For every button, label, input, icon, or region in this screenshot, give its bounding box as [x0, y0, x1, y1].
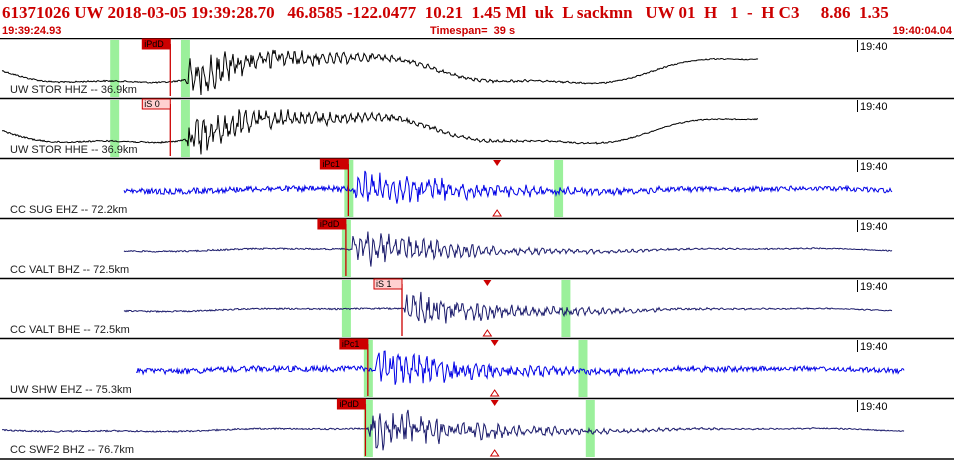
phase-window-bar — [578, 340, 588, 397]
header-bar: 61371026 UW 2018-03-05 19:39:28.70 46.85… — [0, 0, 954, 38]
phase-pick-text: iS 0 — [144, 99, 160, 109]
seismogram-trace — [1, 49, 759, 96]
waveform-panels: iPdD 19:40 UW STOR HHZ -- 36.9km iS 0 19:40 U… — [0, 38, 954, 460]
phase-pick-tag[interactable]: iPdD — [317, 218, 347, 230]
channel-label: UW STOR HHZ -- 36.9km — [10, 84, 137, 96]
theoretical-s-marker-bottom — [489, 449, 500, 457]
panel-time-mark: 19:40 — [860, 101, 888, 113]
phase-pick-box — [141, 98, 171, 110]
phase-pick-tag[interactable]: iPc1 — [319, 158, 349, 170]
start-time-label: 19:39:24.93 — [2, 25, 62, 37]
channel-label: CC VALT BHZ -- 72.5km — [10, 264, 129, 276]
panel-time-mark: 19:40 — [860, 41, 888, 53]
phase-pick-text: iPc1 — [322, 159, 340, 169]
theoretical-s-marker-top — [483, 280, 492, 286]
phase-pick-tag[interactable]: iS 0 — [141, 98, 171, 110]
theoretical-s-marker-top — [493, 160, 502, 166]
panel-time-mark: 19:40 — [860, 161, 888, 173]
panel-time-mark: 19:40 — [860, 341, 888, 353]
phase-window-bar — [110, 40, 120, 97]
theoretical-s-marker-bottom — [489, 389, 500, 397]
phase-window-bar — [180, 40, 190, 97]
phase-pick-box — [319, 158, 349, 170]
channel-label: CC VALT BHE -- 72.5km — [10, 324, 130, 336]
seismogram-trace — [123, 231, 893, 267]
channel-label: UW STOR HHE -- 36.9km — [10, 144, 138, 156]
phase-window-bar — [561, 280, 571, 337]
phase-pick-box — [141, 38, 171, 50]
phase-pick-text: iPdD — [144, 39, 164, 49]
channel-panel[interactable]: iPc1 19:40 UW SHW EHZ -- 75.3km — [0, 337, 954, 398]
event-summary-title: 61371026 UW 2018-03-05 19:39:28.70 46.85… — [2, 3, 889, 22]
phase-pick-text: iPc1 — [342, 339, 360, 349]
phase-pick-box — [339, 338, 369, 350]
channel-panel[interactable]: iS 0 19:40 UW STOR HHE -- 36.9km — [0, 97, 954, 158]
phase-pick-text: iPdD — [320, 219, 340, 229]
panel-time-mark: 19:40 — [860, 221, 888, 233]
phase-pick-tag[interactable]: iS 1 — [373, 278, 403, 290]
phase-pick-tag[interactable]: iPdD — [336, 398, 366, 410]
channel-label: UW SHW EHZ -- 75.3km — [10, 384, 132, 396]
seismogram-trace — [123, 170, 893, 204]
seismogram-trace — [123, 291, 893, 324]
seismogram-trace — [2, 109, 759, 155]
theoretical-s-marker-top — [490, 400, 499, 406]
phase-pick-box — [373, 278, 403, 290]
seismogram-trace — [1, 409, 905, 451]
phase-window-bar — [585, 400, 595, 457]
phase-pick-text: iS 1 — [376, 279, 392, 289]
phase-pick-tag[interactable]: iPc1 — [339, 338, 369, 350]
panel-time-mark: 19:40 — [860, 401, 888, 413]
channel-panel[interactable]: iPdD 19:40 CC SWF2 BHZ -- 76.7km — [0, 397, 954, 458]
channel-panel[interactable]: iPdD 19:40 UW STOR HHZ -- 36.9km — [0, 38, 954, 98]
seismogram-trace — [135, 350, 905, 385]
end-time-label: 19:40:04.04 — [892, 25, 952, 37]
panel-time-mark: 19:40 — [860, 281, 888, 293]
theoretical-s-marker-bottom — [482, 329, 493, 337]
phase-window-bar — [554, 160, 564, 217]
phase-pick-box — [317, 218, 347, 230]
theoretical-s-marker-bottom — [492, 209, 503, 217]
theoretical-s-marker-top — [490, 340, 499, 346]
channel-label: CC SWF2 BHZ -- 76.7km — [10, 444, 134, 456]
waveform-canvas[interactable]: iPdD 19:40 UW STOR HHZ -- 36.9km iS 0 19:40 U… — [0, 38, 954, 460]
channel-label: CC SUG EHZ -- 72.2km — [10, 204, 127, 216]
channel-panel[interactable]: iPc1 19:40 CC SUG EHZ -- 72.2km — [0, 157, 954, 218]
phase-pick-box — [336, 398, 366, 410]
timespan-label: Timespan= 39 s — [430, 25, 516, 37]
phase-pick-tag[interactable]: iPdD — [141, 38, 171, 50]
phase-pick-text: iPdD — [339, 399, 359, 409]
phase-window-bar — [110, 100, 120, 157]
phase-window-bar — [180, 100, 190, 157]
channel-panel[interactable]: iS 1 19:40 CC VALT BHE -- 72.5km — [0, 277, 954, 338]
channel-panel[interactable]: iPdD 19:40 CC VALT BHZ -- 72.5km — [0, 217, 954, 278]
